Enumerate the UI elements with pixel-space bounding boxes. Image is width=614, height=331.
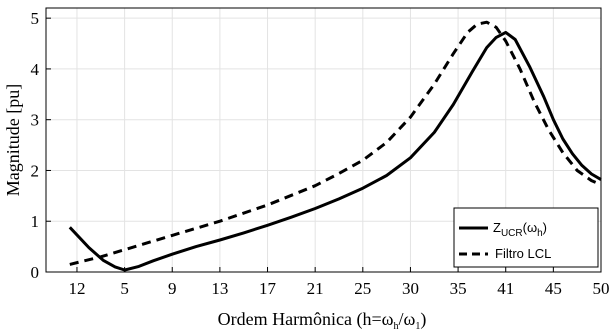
- x-tick-label: 13: [211, 279, 228, 298]
- x-tick-label: 30: [402, 279, 419, 298]
- legend-zucr-rest: (ω: [523, 220, 537, 235]
- legend-label-zucr: ZUCR(ωh): [493, 220, 547, 239]
- x-tick-label: 12: [68, 279, 85, 298]
- x-tick-label: 21: [307, 279, 324, 298]
- x-tick-label: 9: [168, 279, 177, 298]
- grid: [46, 8, 602, 273]
- y-tick-label: 5: [31, 9, 40, 28]
- y-tick-label: 4: [31, 60, 40, 79]
- y-tick-label: 2: [31, 161, 40, 180]
- x-tick-label: 45: [545, 279, 562, 298]
- x-axis-label-sub1: h: [394, 321, 399, 331]
- series-line-filtro-lcl: [69, 20, 602, 266]
- x-axis-label-end: ): [420, 309, 426, 330]
- legend: ZUCR(ωh) Filtro LCL: [453, 207, 599, 268]
- legend-box: [453, 207, 599, 268]
- x-axis-label-sub2: 1: [415, 321, 420, 331]
- x-tick-label: 50: [593, 279, 610, 298]
- legend-zucr-sub: UCR: [501, 228, 523, 239]
- y-axis-label: Magnitude [pu]: [3, 84, 23, 196]
- series-lines: [68, 20, 602, 272]
- legend-zucr-end: ): [543, 220, 547, 235]
- y-tick-label: 3: [31, 111, 40, 130]
- x-tick-label: 35: [450, 279, 467, 298]
- x-tick-label: 41: [497, 279, 514, 298]
- x-axis-label: Ordem Harmônica (h=ωh/ω1): [218, 309, 427, 331]
- x-axis-label-main: Ordem Harmônica (h=ω: [218, 309, 394, 330]
- x-axis-label-mid: /ω: [399, 309, 416, 329]
- x-tick-label: 5: [120, 279, 129, 298]
- legend-zucr-main: Z: [493, 220, 501, 235]
- x-tick-label: 17: [259, 279, 277, 298]
- y-tick-label: 0: [31, 263, 40, 282]
- plot-frame: [45, 7, 602, 273]
- y-tick-label: 1: [31, 212, 40, 231]
- series-line-zucr: [68, 30, 602, 272]
- legend-zucr-sub2: h: [537, 228, 543, 239]
- x-tick-label: 25: [354, 279, 371, 298]
- legend-label-lcl: Filtro LCL: [495, 246, 551, 261]
